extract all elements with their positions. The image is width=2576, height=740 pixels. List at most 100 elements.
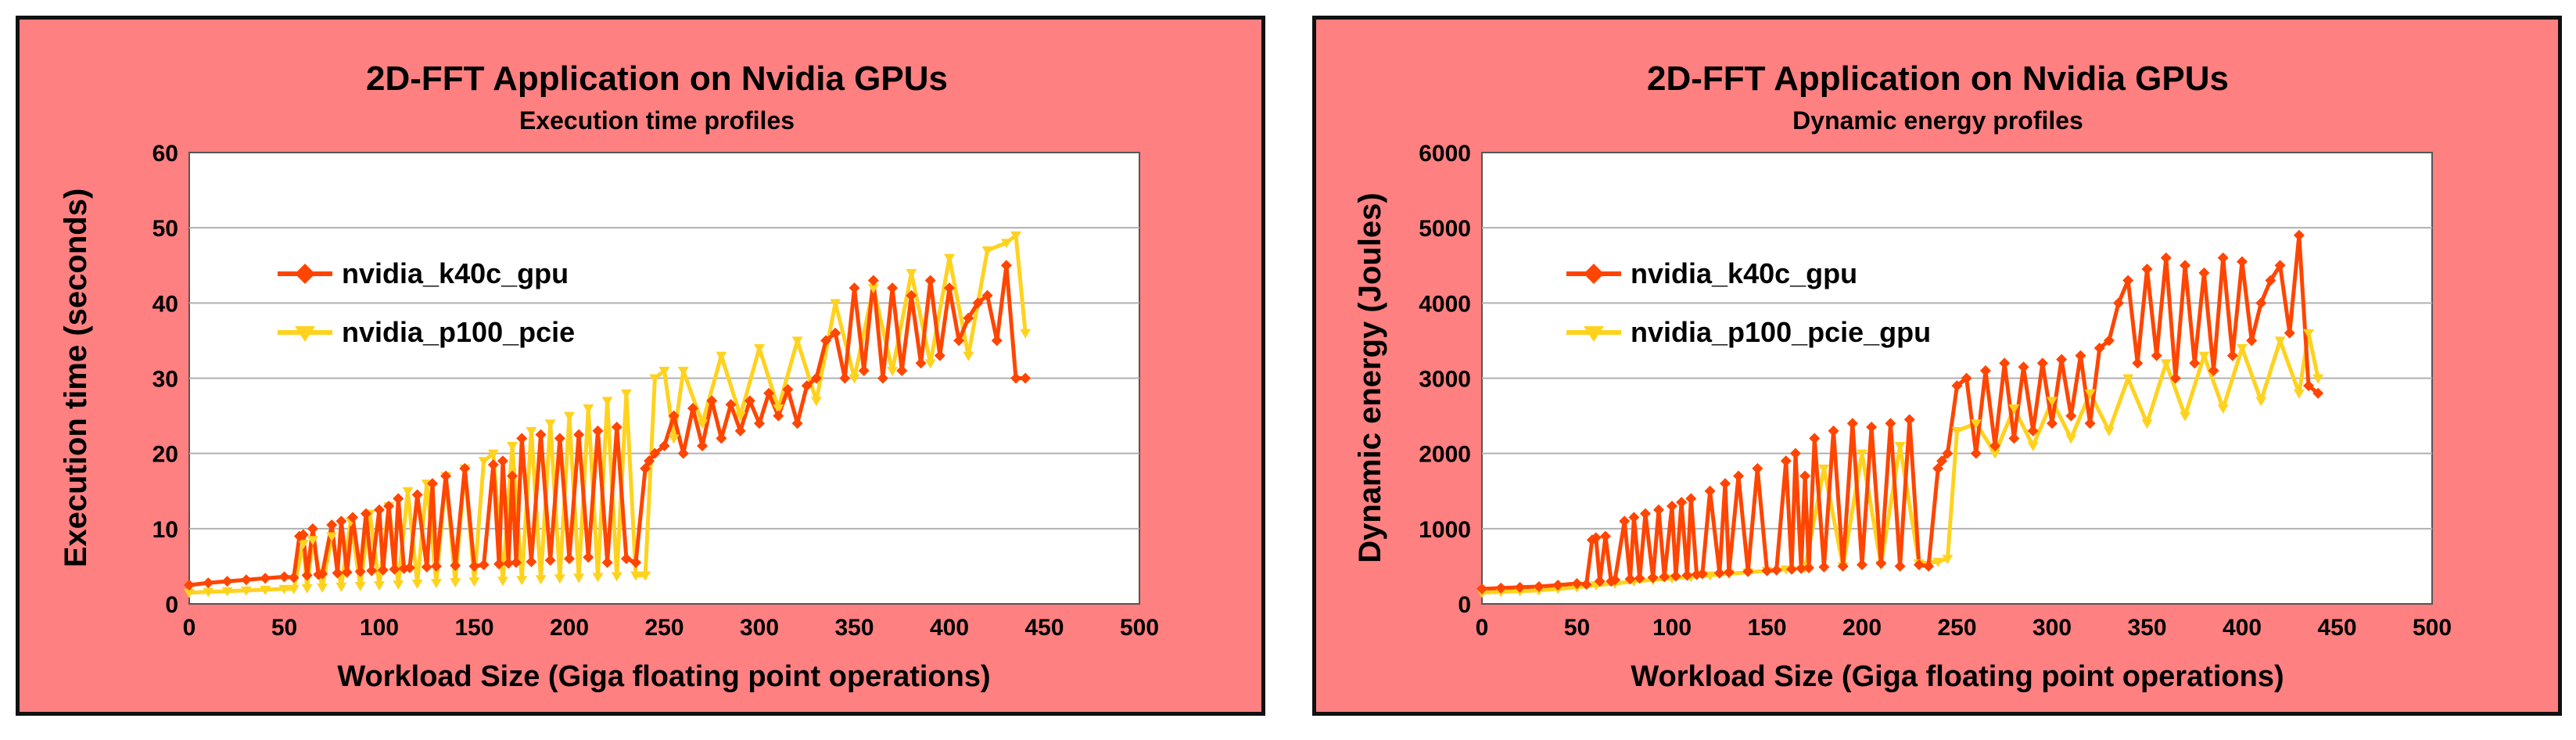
data-point xyxy=(2084,418,2096,429)
legend-label-k40c: nvidia_k40c_gpu xyxy=(1631,257,1857,289)
data-point xyxy=(1619,515,1631,527)
data-point xyxy=(2293,389,2305,399)
data-point xyxy=(301,584,313,594)
chart-title: 2D-FFT Application on Nvidia GPUs xyxy=(1647,59,2229,98)
data-point xyxy=(1942,555,1954,565)
data-point xyxy=(1609,574,1621,586)
x-tick-label: 250 xyxy=(644,615,683,641)
data-point xyxy=(1818,561,1830,573)
x-tick-label: 100 xyxy=(360,615,399,641)
data-point xyxy=(668,410,680,422)
data-point xyxy=(1961,372,1972,384)
data-point xyxy=(2180,260,2191,271)
x-tick-label: 300 xyxy=(740,615,779,641)
data-point xyxy=(383,500,395,512)
data-point xyxy=(2198,267,2210,278)
data-point xyxy=(184,579,195,591)
data-point xyxy=(1514,581,1526,593)
y-axis-label: Dynamic energy (Joules) xyxy=(1353,192,1387,563)
data-point xyxy=(326,532,338,542)
data-point xyxy=(601,397,613,407)
data-point xyxy=(2303,380,2315,392)
data-point xyxy=(630,557,642,569)
data-point xyxy=(1979,365,1991,376)
y-tick-label: 5000 xyxy=(1419,216,1471,242)
y-tick-label: 3000 xyxy=(1419,367,1471,393)
data-point xyxy=(427,478,439,490)
data-point xyxy=(240,574,252,586)
data-point xyxy=(2293,229,2305,241)
data-point xyxy=(2312,387,2324,399)
data-point xyxy=(526,556,537,568)
data-point xyxy=(411,580,423,590)
x-tick-label: 0 xyxy=(1476,615,1489,641)
data-point xyxy=(924,275,936,286)
data-point xyxy=(1495,582,1507,594)
chart-title: 2D-FFT Application on Nvidia GPUs xyxy=(366,59,948,98)
x-axis-label: Workload Size (Giga floating point opera… xyxy=(337,660,990,693)
data-point xyxy=(1704,485,1716,497)
x-tick-label: 500 xyxy=(2413,615,2452,641)
data-point xyxy=(1000,260,1012,271)
data-point xyxy=(317,568,328,580)
legend-label-p100: nvidia_p100_pcie_gpu xyxy=(1631,316,1931,348)
data-point xyxy=(526,426,537,436)
data-point xyxy=(2122,275,2134,286)
data-point xyxy=(450,578,461,588)
data-point xyxy=(2018,361,2029,373)
data-point xyxy=(2237,256,2248,268)
data-point xyxy=(830,299,841,309)
data-point xyxy=(1010,372,1022,384)
x-tick-label: 150 xyxy=(454,615,493,641)
data-point xyxy=(377,564,389,576)
data-point xyxy=(374,580,385,591)
data-point xyxy=(944,282,955,294)
data-point xyxy=(2274,260,2286,271)
data-point xyxy=(2093,343,2105,354)
x-tick-label: 200 xyxy=(550,615,589,641)
data-point xyxy=(2036,357,2048,369)
data-point xyxy=(640,571,651,581)
data-point xyxy=(1913,559,1925,570)
y-tick-label: 6000 xyxy=(1419,141,1471,167)
data-point xyxy=(810,397,822,407)
data-point xyxy=(697,440,709,452)
data-point xyxy=(2027,442,2039,452)
data-point xyxy=(849,282,860,294)
data-point xyxy=(1875,558,1887,569)
data-point xyxy=(2113,297,2125,309)
data-point xyxy=(754,418,765,429)
data-point xyxy=(326,519,338,531)
data-point xyxy=(573,429,585,440)
y-tick-label: 30 xyxy=(152,367,178,393)
data-point xyxy=(1685,493,1697,505)
data-point xyxy=(2065,410,2077,422)
data-point xyxy=(2265,275,2276,286)
chart-subtitle: Dynamic energy profiles xyxy=(1792,106,2083,135)
data-point xyxy=(867,284,879,294)
x-tick-label: 350 xyxy=(2127,615,2166,641)
data-point xyxy=(1885,418,1896,429)
data-point xyxy=(611,422,622,433)
data-point xyxy=(2103,335,2115,347)
data-point xyxy=(468,560,480,572)
data-point xyxy=(307,523,318,534)
data-point xyxy=(896,365,908,376)
data-point xyxy=(1733,470,1745,482)
data-point xyxy=(754,344,765,354)
data-point xyxy=(1970,419,1982,429)
data-point xyxy=(773,410,784,422)
data-point xyxy=(288,572,300,584)
data-point xyxy=(493,559,505,570)
data-point xyxy=(2056,354,2068,365)
data-point xyxy=(801,380,813,392)
series-line-nvidia_k40c_gpu xyxy=(1481,233,2319,591)
data-point xyxy=(1951,380,1963,392)
data-point xyxy=(2208,365,2219,376)
data-point xyxy=(2274,336,2286,347)
data-point xyxy=(404,562,415,573)
y-tick-label: 10 xyxy=(152,517,178,543)
data-point xyxy=(1989,440,2001,452)
data-point xyxy=(677,447,689,459)
y-tick-label: 2000 xyxy=(1419,442,1471,468)
